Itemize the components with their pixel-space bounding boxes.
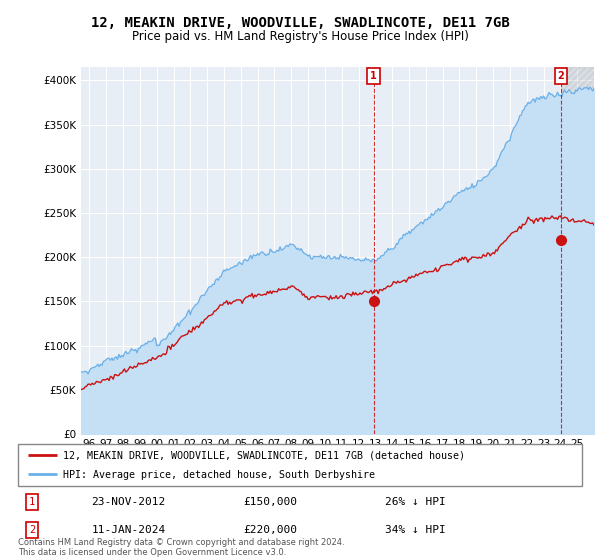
Text: 12, MEAKIN DRIVE, WOODVILLE, SWADLINCOTE, DE11 7GB (detached house): 12, MEAKIN DRIVE, WOODVILLE, SWADLINCOTE… <box>63 450 465 460</box>
Text: 11-JAN-2024: 11-JAN-2024 <box>91 525 166 535</box>
Text: £150,000: £150,000 <box>244 497 298 507</box>
Text: 2: 2 <box>557 71 565 81</box>
Text: 1: 1 <box>29 497 35 507</box>
Text: 23-NOV-2012: 23-NOV-2012 <box>91 497 166 507</box>
Text: Contains HM Land Registry data © Crown copyright and database right 2024.
This d: Contains HM Land Registry data © Crown c… <box>18 538 344 557</box>
Text: HPI: Average price, detached house, South Derbyshire: HPI: Average price, detached house, Sout… <box>63 470 375 479</box>
Text: 34% ↓ HPI: 34% ↓ HPI <box>385 525 445 535</box>
Text: 12, MEAKIN DRIVE, WOODVILLE, SWADLINCOTE, DE11 7GB: 12, MEAKIN DRIVE, WOODVILLE, SWADLINCOTE… <box>91 16 509 30</box>
Text: £220,000: £220,000 <box>244 525 298 535</box>
Bar <box>561 67 594 434</box>
Text: 1: 1 <box>370 71 377 81</box>
Text: 2: 2 <box>29 525 35 535</box>
Text: Price paid vs. HM Land Registry's House Price Index (HPI): Price paid vs. HM Land Registry's House … <box>131 30 469 43</box>
FancyBboxPatch shape <box>18 444 582 486</box>
Text: 26% ↓ HPI: 26% ↓ HPI <box>385 497 445 507</box>
